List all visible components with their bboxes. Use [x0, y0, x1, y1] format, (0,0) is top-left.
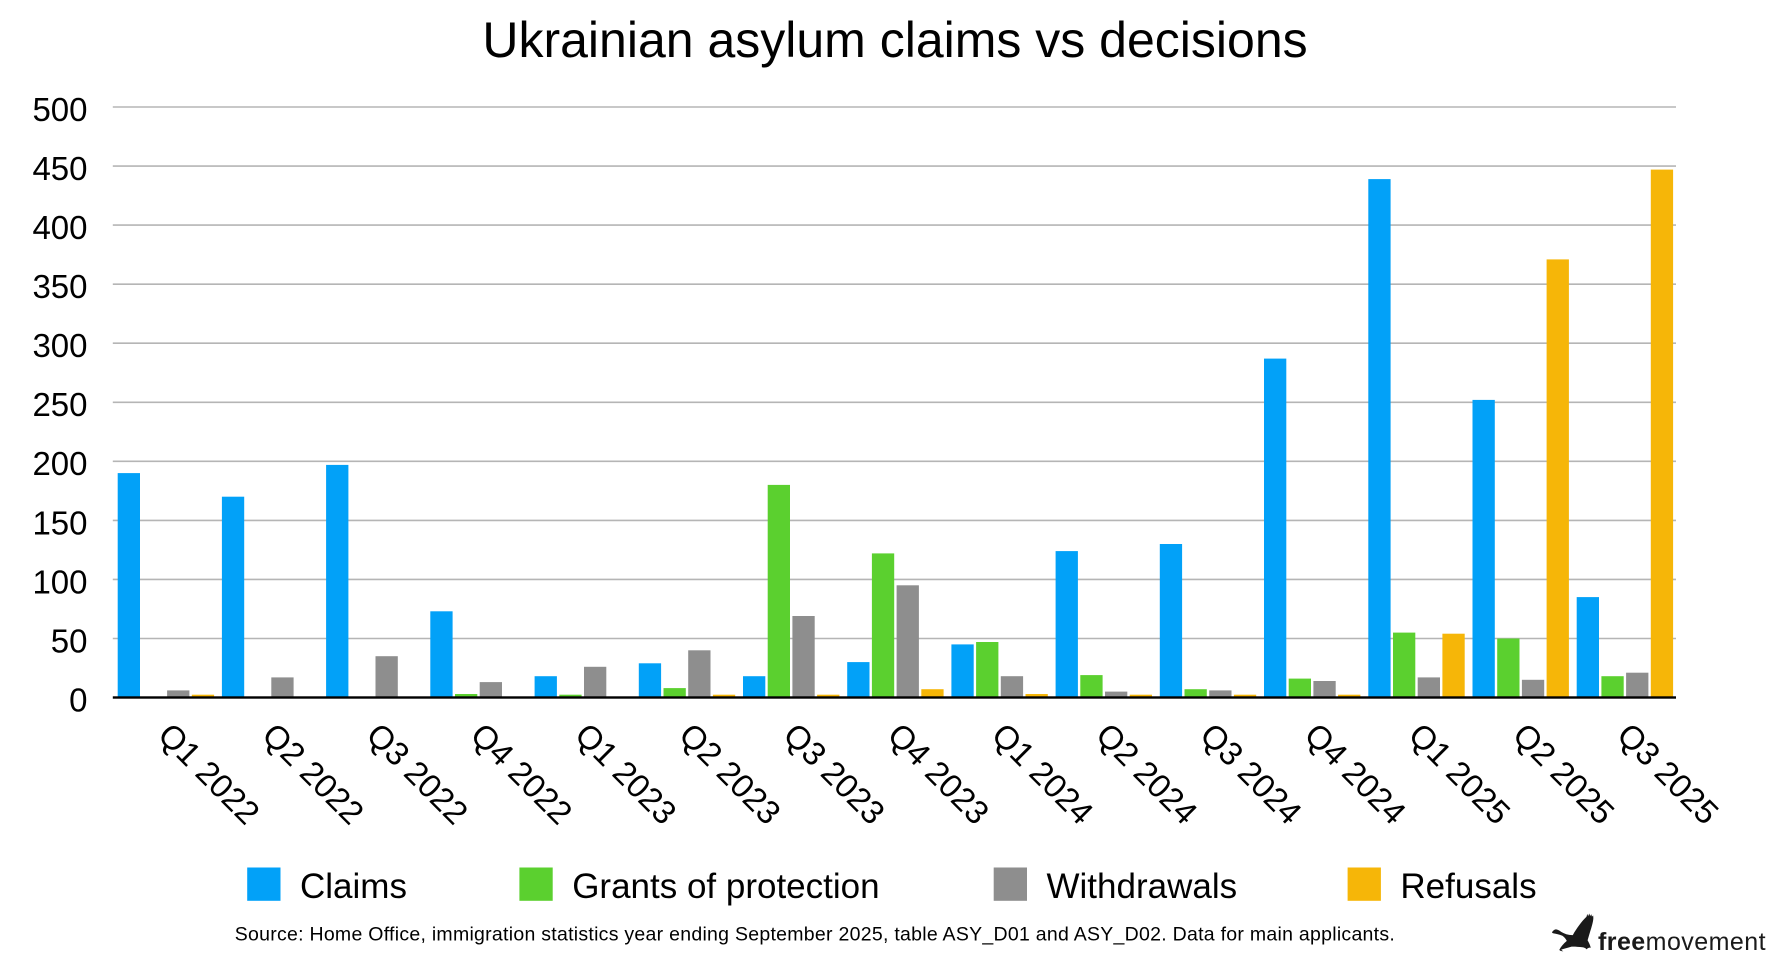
svg-text:Withdrawals: Withdrawals [1047, 867, 1238, 906]
svg-text:200: 200 [32, 445, 87, 482]
svg-text:250: 250 [32, 386, 87, 423]
svg-text:300: 300 [32, 327, 87, 364]
svg-text:50: 50 [51, 622, 88, 659]
svg-text:Ukrainian asylum claims vs dec: Ukrainian asylum claims vs decisions [482, 12, 1307, 68]
svg-text:150: 150 [32, 504, 87, 541]
svg-text:freemovement: freemovement [1598, 928, 1766, 956]
svg-text:Refusals: Refusals [1400, 867, 1536, 906]
svg-text:350: 350 [32, 268, 87, 305]
svg-text:500: 500 [32, 91, 87, 128]
svg-text:100: 100 [32, 563, 87, 600]
svg-text:Claims: Claims [300, 867, 407, 906]
svg-text:0: 0 [69, 681, 87, 718]
svg-text:450: 450 [32, 150, 87, 187]
svg-text:400: 400 [32, 209, 87, 246]
svg-text:Grants of protection: Grants of protection [572, 867, 879, 906]
svg-text:Source: Home Office, immigrati: Source: Home Office, immigration statist… [235, 924, 1395, 946]
